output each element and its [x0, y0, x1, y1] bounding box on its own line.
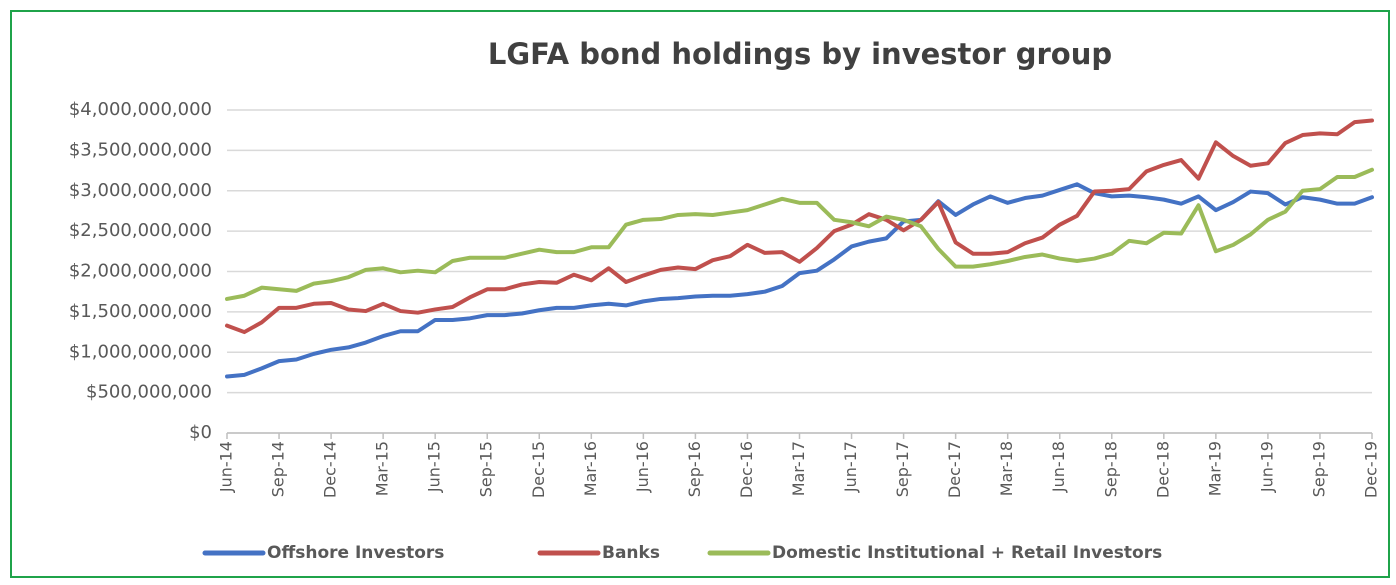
x-tick-label: Sep-19	[1309, 441, 1328, 497]
y-tick-label: $2,500,000,000	[69, 220, 212, 241]
series-line	[225, 118, 1374, 335]
x-tick-label: Sep-14	[269, 441, 288, 497]
x-tick-label: Jun-15	[425, 441, 444, 493]
y-tick-label: $500,000,000	[86, 382, 212, 403]
x-tick-label: Jun-17	[841, 441, 860, 493]
x-tick-label: Mar-16	[581, 441, 600, 496]
x-tick-label: Dec-17	[945, 441, 964, 498]
chart-title: LGFA bond holdings by investor group	[488, 37, 1112, 71]
x-tick-label: Dec-15	[529, 441, 548, 498]
y-tick-label: $3,000,000,000	[69, 180, 212, 201]
series-line	[225, 182, 1374, 379]
x-tick-label: Jun-19	[1257, 441, 1276, 493]
x-tick-label: Dec-18	[1153, 441, 1172, 498]
y-tick-label: $0	[189, 422, 212, 443]
y-tick-label: $1,500,000,000	[69, 301, 212, 322]
x-tick-label: Sep-18	[1101, 441, 1120, 497]
series-line	[225, 167, 1374, 301]
y-tick-label: $3,500,000,000	[69, 139, 212, 160]
y-tick-label: $4,000,000,000	[69, 99, 212, 120]
chart-frame	[10, 10, 1390, 578]
x-tick-label: Mar-15	[373, 441, 392, 496]
x-tick-label: Jun-18	[1049, 441, 1068, 493]
y-tick-label: $1,000,000,000	[69, 341, 212, 362]
legend-label: Domestic Institutional + Retail Investor…	[772, 543, 1162, 563]
x-tick-label: Dec-19	[1362, 441, 1381, 498]
x-tick-label: Mar-17	[789, 441, 808, 496]
y-tick-label: $2,000,000,000	[69, 261, 212, 282]
legend-label: Banks	[602, 543, 660, 563]
legend-label: Offshore Investors	[267, 543, 444, 563]
x-tick-label: Mar-18	[997, 441, 1016, 496]
x-tick-label: Jun-14	[217, 441, 236, 493]
x-tick-label: Dec-16	[737, 441, 756, 498]
x-tick-label: Sep-17	[893, 441, 912, 497]
x-tick-label: Jun-16	[633, 441, 652, 493]
x-tick-label: Dec-14	[321, 441, 340, 498]
x-tick-label: Mar-19	[1205, 441, 1224, 496]
x-tick-label: Sep-16	[685, 441, 704, 497]
x-tick-label: Sep-15	[477, 441, 496, 497]
